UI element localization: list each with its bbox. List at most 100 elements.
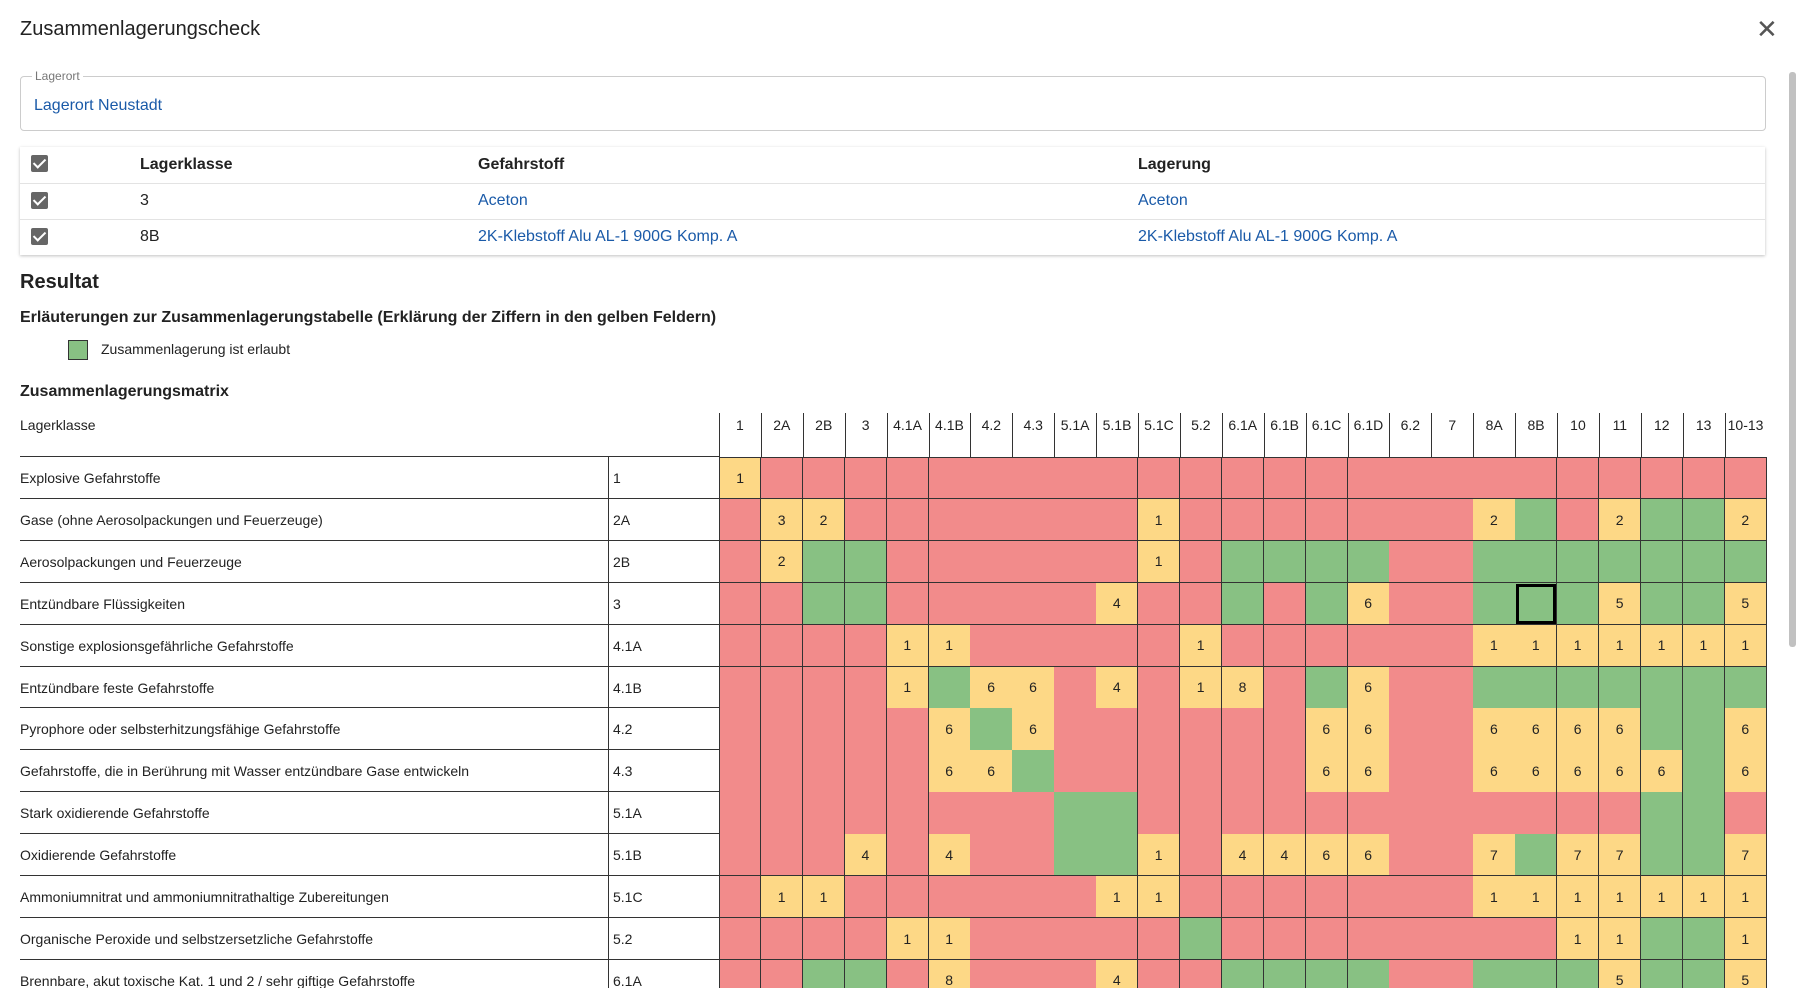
matrix-cell: 6 [1012, 708, 1055, 751]
matrix-cell [1389, 917, 1432, 961]
matrix-cell: 6 [1557, 750, 1600, 793]
row-code: 4.2 [613, 721, 633, 738]
matrix-cell [844, 457, 888, 500]
scrollbar[interactable] [1789, 72, 1796, 647]
matrix-cell [719, 750, 762, 793]
matrix-cell [1557, 792, 1600, 835]
matrix-cell [1431, 498, 1474, 542]
row-label: Stark oxidierende Gefahrstoffe [20, 805, 210, 822]
close-button[interactable]: ✕ [1756, 14, 1778, 44]
row-label: Brennbare, akut toxische Kat. 1 und 2 / … [20, 972, 416, 988]
code-divider [608, 666, 609, 709]
matrix-cell [1263, 540, 1307, 584]
column-divider [1473, 413, 1475, 457]
matrix-cell [1263, 917, 1307, 961]
matrix-cell: 6 [1347, 708, 1390, 751]
column-divider [1012, 413, 1014, 457]
matrix-cell: 6 [1347, 834, 1390, 877]
matrix-cell: 6 [928, 708, 971, 751]
matrix-cell [1054, 792, 1097, 835]
matrix-cell [970, 457, 1013, 500]
row-line [20, 749, 719, 751]
matrix-cell: 6 [970, 666, 1013, 709]
matrix-cell [1598, 792, 1642, 835]
matrix-cell: 1 [1640, 876, 1684, 919]
matrix-column-header: 4.1A [893, 417, 922, 433]
matrix-column-header: 5.1B [1102, 417, 1132, 433]
matrix-cell [802, 917, 846, 961]
matrix-cell [1263, 750, 1307, 793]
matrix-cell [1179, 792, 1223, 835]
matrix-cell: 6 [970, 750, 1013, 793]
matrix-cell [970, 540, 1013, 584]
matrix-cell: 1 [1724, 624, 1767, 667]
row-line [20, 623, 719, 625]
matrix-column-header: 12 [1653, 417, 1670, 433]
matrix-cell: 1 [1724, 876, 1767, 919]
matrix-cell [1179, 540, 1223, 584]
matrix-cell [802, 540, 846, 584]
location-value: Lagerort Neustadt [34, 97, 163, 114]
matrix-column-header: 2B [815, 417, 833, 433]
matrix-cell [928, 582, 971, 626]
matrix-cell [844, 708, 888, 751]
checkbox[interactable] [31, 192, 48, 209]
checkbox[interactable] [31, 228, 48, 245]
matrix-cell [1473, 457, 1516, 500]
matrix-corner: Lagerklasse [20, 417, 96, 433]
matrix-cell [1640, 666, 1684, 709]
matrix-column-header: 6.1B [1270, 417, 1300, 433]
matrix-cell [886, 498, 929, 542]
matrix-cell: 1 [760, 876, 804, 919]
matrix-cell [1682, 457, 1726, 500]
matrix-cell [970, 876, 1013, 919]
matrix-cell [1389, 834, 1432, 877]
matrix-cell: 1 [928, 624, 971, 667]
matrix-cell [1221, 457, 1265, 500]
column-divider [1305, 413, 1307, 457]
row-line [20, 456, 719, 457]
location-field[interactable] [20, 76, 1766, 131]
matrix-cell [1012, 834, 1055, 877]
matrix-cell [760, 708, 804, 751]
location-label: Lagerort [32, 69, 83, 83]
matrix-cell [1724, 792, 1767, 835]
matrix-cell [1682, 959, 1726, 988]
matrix-column-header: 2A [773, 417, 791, 433]
row-line [20, 958, 719, 960]
row-label: Explosive Gefahrstoffe [20, 470, 161, 486]
matrix-cell [1473, 792, 1516, 835]
matrix-cell: 6 [1347, 582, 1390, 626]
table-cell: 2K-Klebstoff Alu AL-1 900G Komp. A [1138, 228, 1398, 245]
matrix-cell: 1 [1598, 624, 1642, 667]
matrix-cell [1515, 834, 1558, 877]
row-line [20, 665, 719, 667]
matrix-cell [1347, 959, 1390, 988]
matrix-cell: 1 [1682, 876, 1726, 919]
checkbox[interactable] [31, 155, 48, 172]
matrix-cell [886, 708, 929, 751]
matrix-cell: 6 [1640, 750, 1684, 793]
matrix-cell [1138, 457, 1181, 500]
matrix-cell [1263, 792, 1307, 835]
matrix-cell [1389, 792, 1432, 835]
matrix-cell: 1 [1724, 917, 1767, 961]
matrix-cell [1515, 457, 1558, 500]
matrix-column-header: 3 [861, 417, 870, 433]
column-divider [760, 413, 762, 457]
matrix-cell [1263, 624, 1307, 667]
matrix-column-header: 6.1D [1353, 417, 1384, 433]
matrix-cell: 6 [1515, 750, 1558, 793]
matrix-cell [1640, 917, 1684, 961]
matrix-cell [844, 792, 888, 835]
matrix-cell [1305, 498, 1348, 542]
matrix-cell [1557, 959, 1600, 988]
matrix-column-header: 5.1A [1060, 417, 1090, 433]
matrix-cell [1221, 959, 1265, 988]
matrix-cell [1347, 624, 1390, 667]
matrix-cell [1012, 498, 1055, 542]
matrix-cell [1389, 876, 1432, 919]
row-code: 5.2 [613, 930, 633, 947]
code-divider [608, 457, 609, 499]
legend-label: Zusammenlagerung ist erlaubt [101, 341, 291, 357]
